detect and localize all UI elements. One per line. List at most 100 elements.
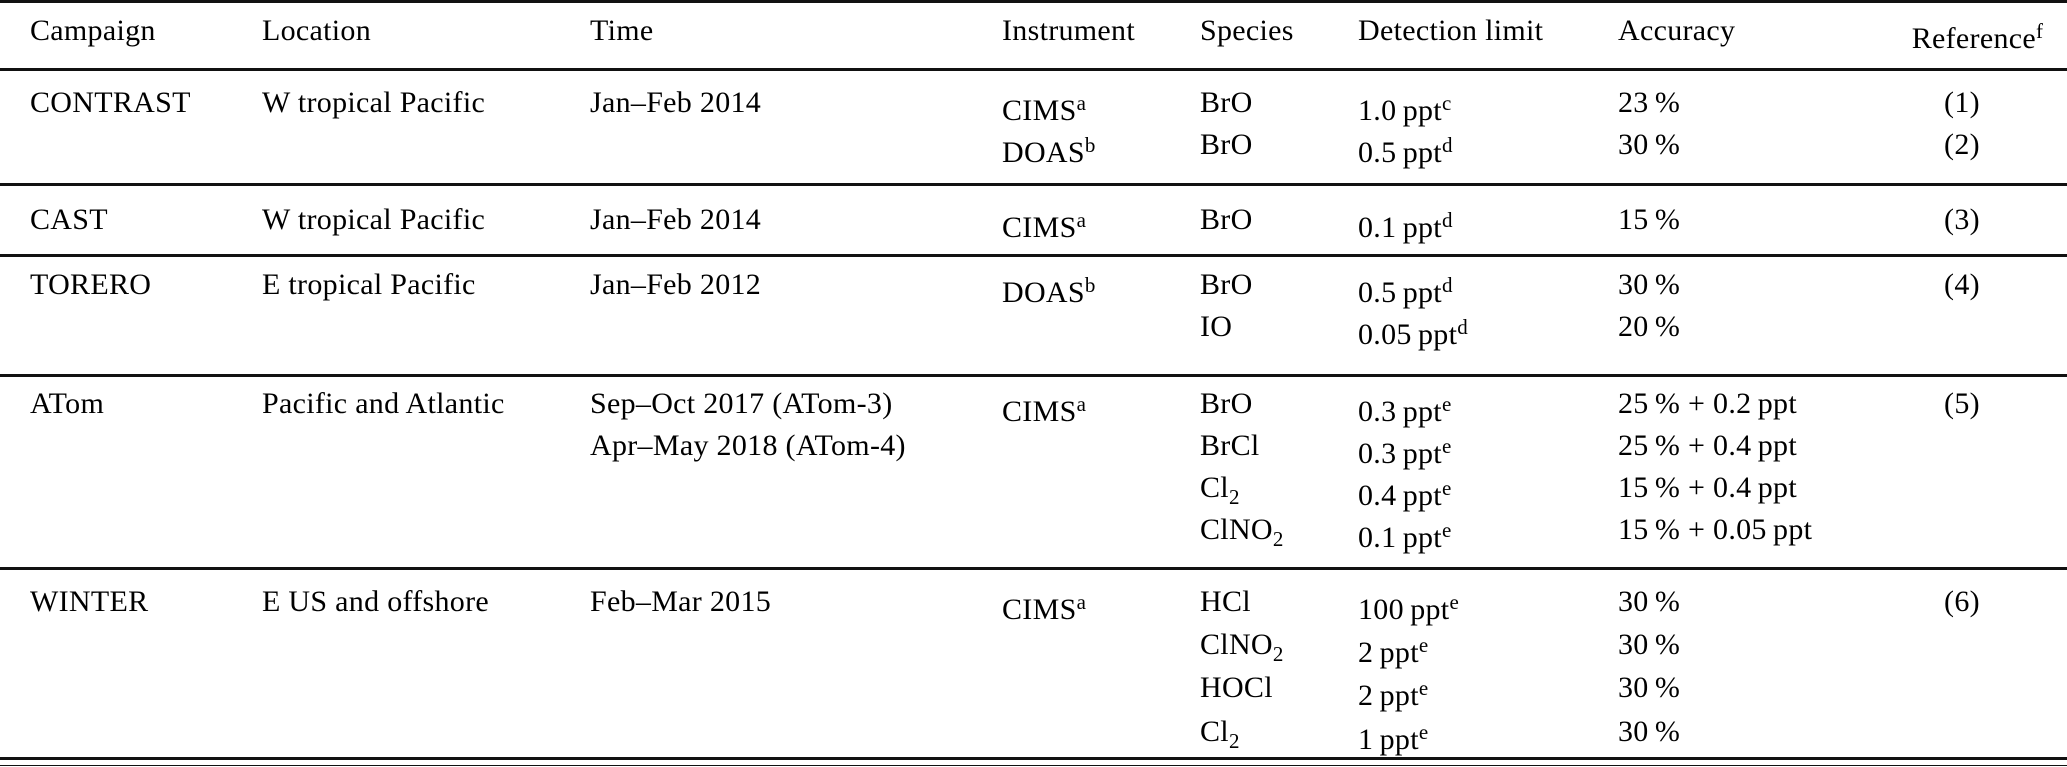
species: Cl2 (1200, 471, 1240, 509)
instrument: DOASb (1002, 133, 1096, 169)
species: BrO (1200, 203, 1253, 236)
col-header-time: Time (590, 14, 654, 47)
col-header-location: Location (262, 14, 372, 47)
col-header-reference: Referencef (1911, 10, 2043, 55)
species: ClNO2 (1200, 628, 1284, 666)
table-rule (0, 374, 2067, 377)
species: BrO (1200, 86, 1253, 119)
footnote-marker: e (1418, 720, 1429, 744)
detection-limit: 0.05 pptd (1358, 315, 1468, 351)
reference-number: (5) (1944, 387, 1980, 420)
accuracy: 15 % (1618, 203, 1681, 236)
species: IO (1200, 310, 1233, 343)
detection-limit: 0.4 ppte (1358, 476, 1452, 512)
footnote-marker: b (1084, 133, 1096, 157)
campaign-name: CONTRAST (30, 86, 191, 119)
detection-limit: 2 ppte (1358, 676, 1429, 712)
accuracy: 30 % (1618, 628, 1681, 661)
detection-limit: 2 ppte (1358, 633, 1429, 669)
accuracy: 23 % (1618, 86, 1681, 119)
reference-number: (4) (1944, 268, 1980, 301)
location: Pacific and Atlantic (262, 387, 505, 420)
accuracy: 20 % (1618, 310, 1681, 343)
table-rule (0, 68, 2067, 71)
footnote-marker: e (1441, 392, 1452, 416)
instrument: CIMSa (1002, 208, 1086, 244)
table-rule (0, 0, 2067, 3)
table-rule (0, 567, 2067, 570)
col-header-accuracy: Accuracy (1618, 14, 1736, 47)
footnote-marker: e (1449, 590, 1459, 614)
species-subscript: 2 (1272, 642, 1284, 666)
accuracy: 30 % (1618, 128, 1681, 161)
reference-footnote-marker: f (2036, 19, 2043, 43)
accuracy: 25 % + 0.4 ppt (1618, 429, 1797, 462)
time: Jan–Feb 2012 (590, 268, 762, 301)
accuracy: 30 % (1618, 671, 1681, 704)
table-rule (0, 183, 2067, 186)
footnote-marker: d (1441, 273, 1453, 297)
footnote-marker: d (1441, 208, 1453, 232)
accuracy: 15 % + 0.4 ppt (1618, 471, 1797, 504)
campaign-name: ATom (30, 387, 105, 420)
reference-number: (1) (1944, 86, 1980, 119)
instrument: CIMSa (1002, 590, 1086, 626)
accuracy: 25 % + 0.2 ppt (1618, 387, 1797, 420)
accuracy: 30 % (1618, 585, 1681, 618)
campaign-name: CAST (30, 203, 108, 236)
species: HCl (1200, 585, 1251, 618)
footnote-marker: d (1441, 133, 1453, 157)
footnote-marker: a (1076, 392, 1086, 416)
reference-number: (2) (1944, 128, 1980, 161)
instrument: CIMSa (1002, 392, 1086, 428)
location: E US and offshore (262, 585, 490, 618)
detection-limit: 0.5 pptd (1358, 273, 1453, 309)
footnote-marker: e (1441, 476, 1452, 500)
footnote-marker: e (1418, 633, 1429, 657)
reference-number: (3) (1944, 203, 1980, 236)
species: ClNO2 (1200, 513, 1284, 551)
footnote-marker: a (1076, 590, 1086, 614)
instrument: CIMSa (1002, 91, 1086, 127)
table-rule (0, 764, 2067, 766)
footnote-marker: e (1441, 518, 1452, 542)
footnote-marker: a (1076, 91, 1086, 115)
table-rule (0, 757, 2067, 760)
detection-limit: 0.5 pptd (1358, 133, 1453, 169)
footnote-marker: d (1457, 315, 1468, 339)
detection-limit: 100 ppte (1358, 590, 1459, 626)
species-subscript: 2 (1272, 527, 1284, 551)
col-header-reference-label: Reference (1911, 22, 2036, 55)
col-header-campaign: Campaign (30, 14, 156, 47)
footnote-marker: b (1084, 273, 1096, 297)
time: Sep–Oct 2017 (ATom-3) (590, 387, 893, 420)
col-header-detection-limit: Detection limit (1358, 14, 1544, 47)
species: HOCl (1200, 671, 1273, 704)
footnote-marker: e (1441, 434, 1452, 458)
col-header-instrument: Instrument (1002, 14, 1135, 47)
col-header-species: Species (1200, 14, 1294, 47)
species: BrCl (1200, 429, 1260, 462)
time: Apr–May 2018 (ATom-4) (590, 429, 906, 462)
location: W tropical Pacific (262, 203, 486, 236)
accuracy: 30 % (1618, 715, 1681, 748)
reference-number: (6) (1944, 585, 1980, 618)
accuracy: 30 % (1618, 268, 1681, 301)
species-subscript: 2 (1228, 485, 1240, 509)
detection-limit: 0.1 ppte (1358, 518, 1452, 554)
footnote-marker: c (1441, 91, 1452, 115)
campaign-name: WINTER (30, 585, 149, 618)
detection-limit: 0.3 ppte (1358, 392, 1452, 428)
time: Jan–Feb 2014 (590, 203, 762, 236)
detection-limit: 0.3 ppte (1358, 434, 1452, 470)
table-rule (0, 254, 2067, 257)
species: BrO (1200, 268, 1253, 301)
detection-limit: 1 ppte (1358, 720, 1429, 756)
accuracy: 15 % + 0.05 ppt (1618, 513, 1813, 546)
time: Feb–Mar 2015 (590, 585, 772, 618)
time: Jan–Feb 2014 (590, 86, 762, 119)
species: BrO (1200, 128, 1253, 161)
species: BrO (1200, 387, 1253, 420)
campaign-name: TORERO (30, 268, 152, 301)
